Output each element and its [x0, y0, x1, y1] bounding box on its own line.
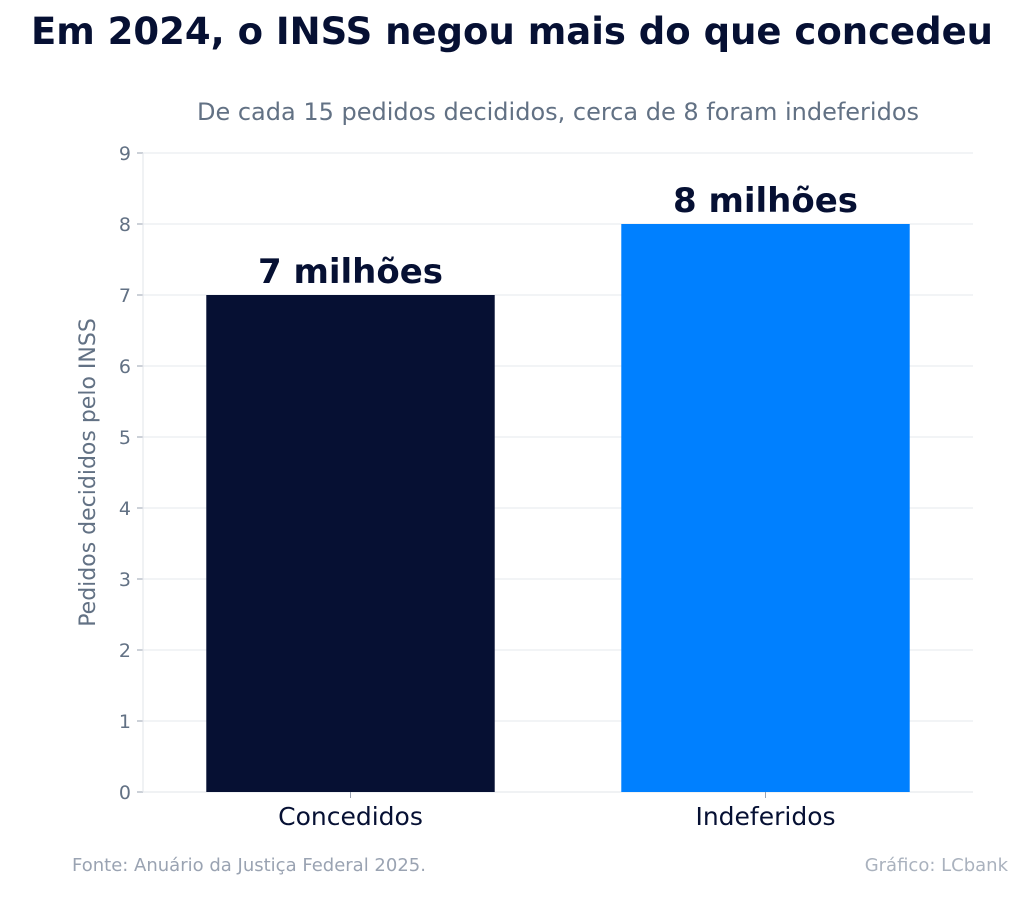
- y-tick-label: 6: [119, 356, 131, 378]
- chart-title: Em 2024, o INSS negou mais do que conced…: [30, 10, 994, 53]
- bar: [206, 295, 495, 792]
- bar: [621, 224, 910, 792]
- x-tick-label: Indeferidos: [695, 802, 835, 831]
- chart-credit: Gráfico: LCbank: [864, 855, 1008, 876]
- y-tick-label: 8: [119, 214, 131, 236]
- source-note: Fonte: Anuário da Justiça Federal 2025.: [72, 855, 426, 876]
- y-tick-label: 4: [119, 498, 131, 520]
- y-axis-title: Pedidos decididos pelo INSS: [76, 318, 101, 627]
- y-tick-label: 2: [119, 640, 131, 662]
- data-label: 8 milhões: [673, 181, 858, 221]
- x-tick-label: Concedidos: [278, 802, 423, 831]
- y-tick-label: 3: [119, 569, 131, 591]
- chart-subtitle: De cada 15 pedidos decididos, cerca de 8…: [196, 98, 920, 126]
- y-tick-label: 5: [119, 427, 131, 449]
- y-tick-label: 9: [119, 143, 131, 165]
- data-label: 7 milhões: [258, 252, 443, 292]
- y-tick-label: 1: [119, 711, 131, 733]
- y-tick-label: 7: [119, 285, 131, 307]
- y-tick-label: 0: [119, 782, 131, 804]
